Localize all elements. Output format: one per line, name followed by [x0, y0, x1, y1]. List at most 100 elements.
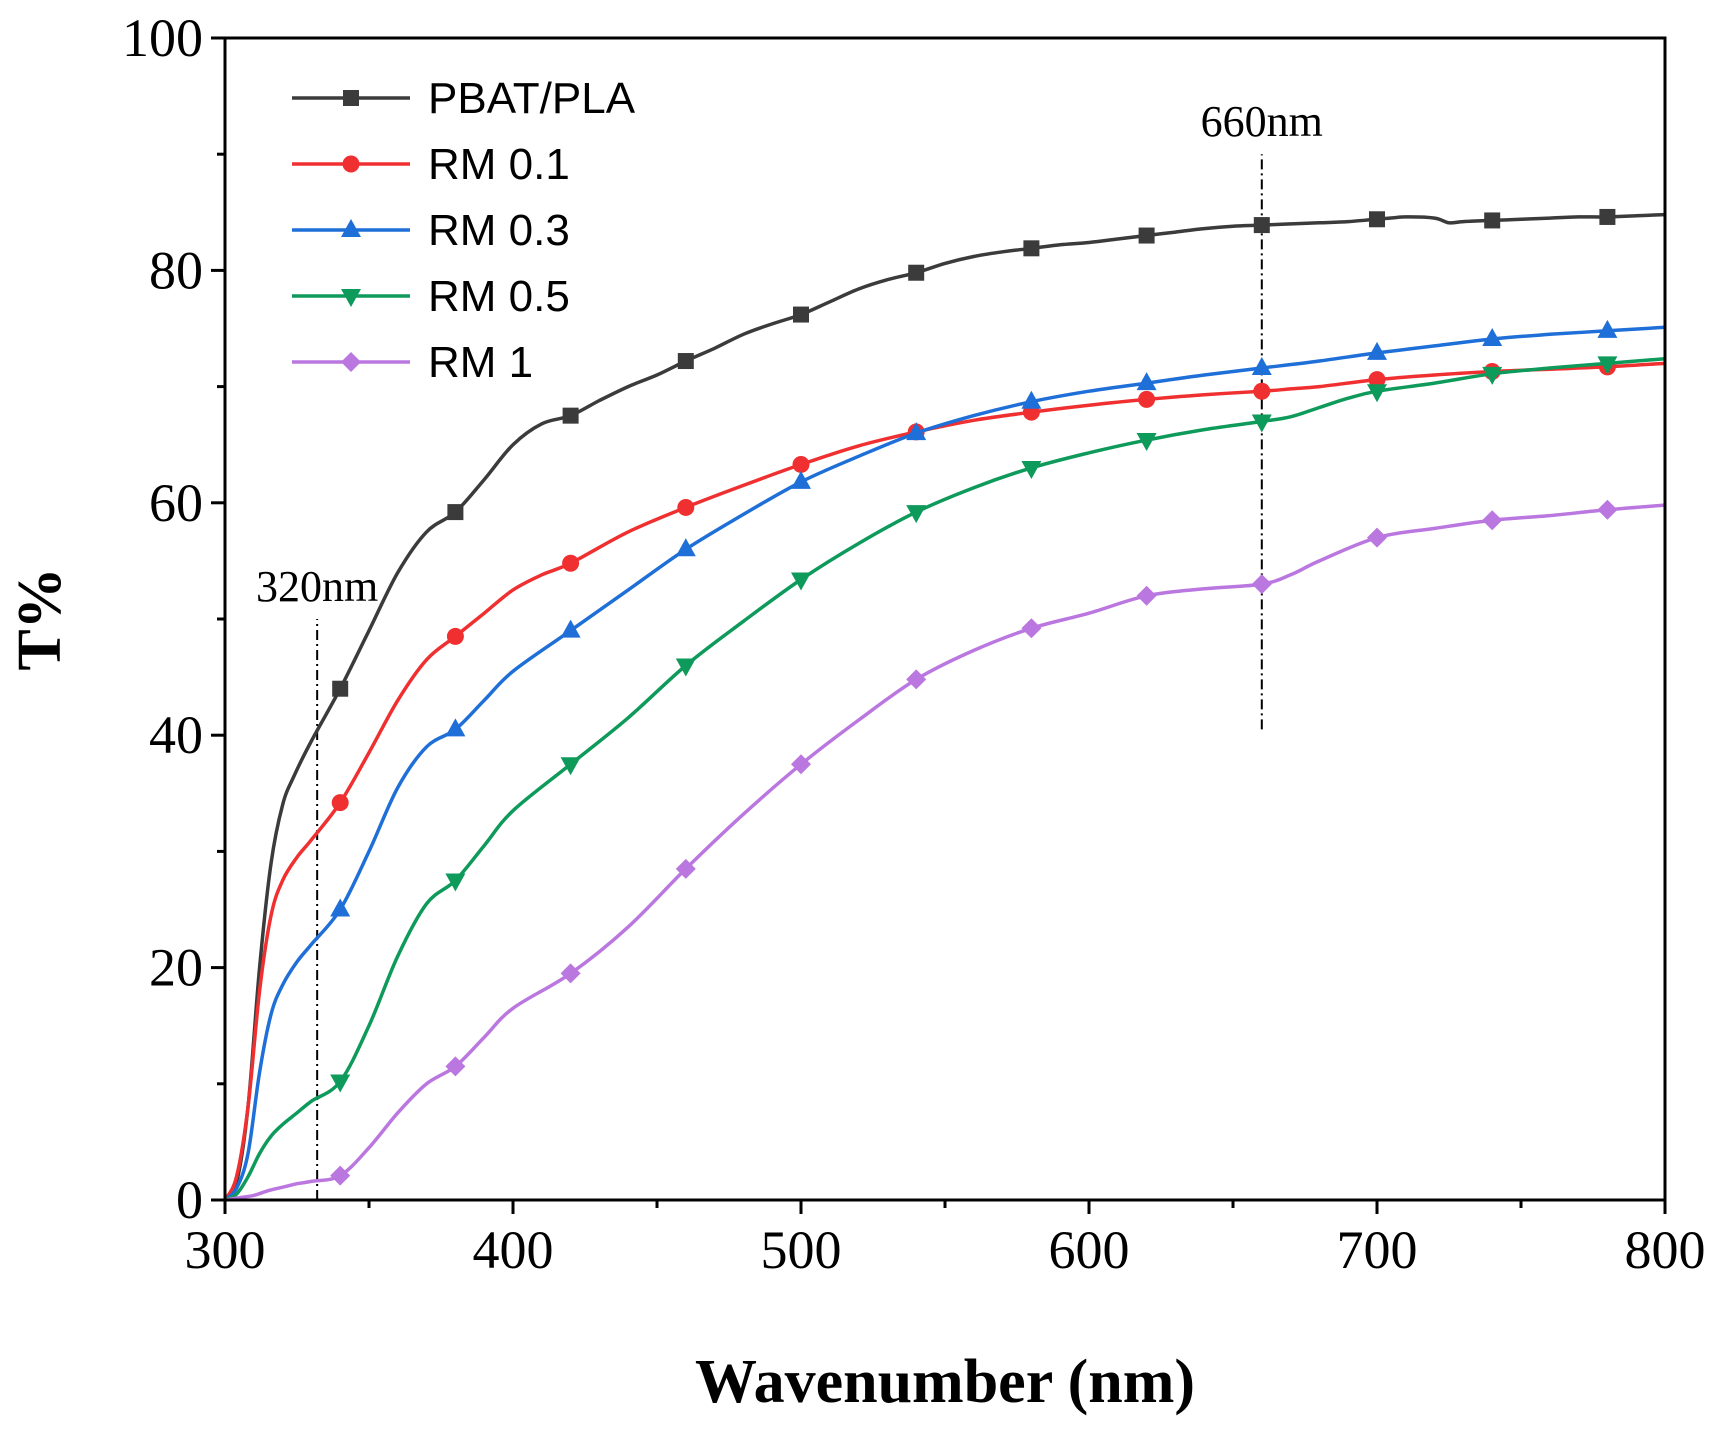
data-point-rm-0-3 [675, 538, 696, 557]
data-point-rm-1 [560, 963, 581, 984]
data-point-pbat-pla [677, 353, 694, 370]
legend-item-rm-1: RM 1 [292, 338, 533, 387]
legend-marker [341, 289, 361, 307]
data-point-pbat-pla [908, 264, 925, 281]
data-point-rm-0-5 [1482, 366, 1503, 385]
data-point-rm-1 [906, 669, 927, 690]
data-point-pbat-pla [1253, 217, 1270, 234]
data-point-rm-0-1 [1138, 390, 1156, 408]
data-point-rm-0-5 [906, 505, 927, 524]
y-tick-label: 60 [149, 473, 203, 533]
data-point-rm-0-5 [1136, 433, 1157, 452]
x-axis-title: Wavenumber (nm) [695, 1348, 1195, 1416]
data-point-rm-0-3 [906, 422, 927, 441]
annotation-label: 320nm [256, 562, 378, 611]
data-point-rm-0-5 [675, 658, 696, 677]
data-point-pbat-pla [793, 306, 809, 323]
data-point-pbat-pla [1369, 211, 1385, 228]
data-point-rm-0-1 [562, 554, 580, 572]
y-tick-label: 100 [122, 8, 203, 68]
data-point-rm-0-5 [791, 572, 811, 591]
y-tick-label: 20 [149, 938, 203, 998]
data-point-rm-0-1 [446, 627, 464, 645]
legend-label: RM 0.3 [428, 206, 570, 255]
data-point-rm-0-1 [1368, 371, 1386, 389]
data-point-rm-0-5 [1021, 460, 1042, 479]
axis-layer: 300 400 500 600 700 800 0 20 40 60 80 100 [122, 8, 1706, 1280]
series-rm-1 [224, 499, 1666, 1202]
data-point-rm-0-5 [560, 757, 581, 776]
data-point-rm-0-3 [445, 718, 466, 737]
data-point-rm-0-3 [1482, 327, 1503, 346]
x-tick-label: 700 [1337, 1220, 1418, 1280]
data-point-rm-0-5 [1597, 356, 1618, 375]
series-rm-0-5 [224, 356, 1666, 1202]
data-point-rm-1 [330, 1165, 351, 1186]
data-point-rm-1 [1482, 510, 1503, 531]
data-point-pbat-pla [1138, 227, 1155, 244]
data-point-rm-1 [445, 1056, 466, 1077]
legend-item-pbat-pla: PBAT/PLA [292, 74, 636, 123]
data-point-rm-0-3 [791, 470, 811, 489]
x-tick-label: 300 [185, 1220, 266, 1280]
data-point-rm-0-1 [677, 498, 695, 516]
legend-marker [341, 219, 361, 237]
annotation-layer: 320nm 660nm [256, 97, 1323, 1200]
legend-marker [342, 155, 360, 173]
data-point-rm-1 [1367, 527, 1387, 548]
legend-label: RM 0.5 [428, 272, 570, 321]
data-point-pbat-pla [447, 504, 464, 521]
data-point-rm-0-3 [1367, 341, 1387, 360]
data-point-rm-1 [675, 858, 696, 879]
data-point-rm-0-1 [331, 794, 349, 812]
annotation-label: 660nm [1201, 97, 1323, 146]
x-tick-label: 400 [473, 1220, 554, 1280]
data-point-rm-0-5 [1367, 384, 1387, 403]
data-point-rm-0-5 [330, 1074, 351, 1093]
series-line-rm-0-5 [224, 356, 1666, 1202]
legend: PBAT/PLA RM 0.1 RM 0.3 RM 0.5 RM 1 [292, 74, 636, 387]
series-line-rm-1 [224, 503, 1666, 1202]
y-axis-title: T% [6, 567, 74, 670]
legend-item-rm-0-3: RM 0.3 [292, 206, 570, 255]
data-point-pbat-pla [1484, 212, 1501, 229]
data-point-rm-0-3 [1251, 357, 1272, 376]
data-point-rm-1 [791, 754, 811, 775]
y-tick-label: 80 [149, 240, 203, 300]
data-point-rm-1 [1136, 585, 1157, 606]
series-line-rm-0-3 [223, 325, 1666, 1202]
legend-label: PBAT/PLA [428, 74, 636, 123]
data-point-pbat-pla [1599, 208, 1616, 225]
data-point-rm-0-3 [1136, 372, 1157, 391]
series-rm-0-3 [223, 319, 1666, 1202]
legend-item-rm-0-5: RM 0.5 [292, 272, 570, 321]
x-tick-label: 500 [761, 1220, 842, 1280]
series-layer [223, 208, 1666, 1202]
legend-item-rm-0-1: RM 0.1 [292, 140, 570, 189]
data-point-rm-0-3 [1597, 319, 1618, 338]
data-point-rm-1 [1597, 499, 1618, 520]
data-point-rm-0-3 [330, 898, 351, 917]
data-point-pbat-pla [1023, 240, 1040, 257]
legend-label: RM 0.1 [428, 140, 570, 189]
data-point-rm-0-3 [1021, 390, 1042, 409]
y-tick-label: 40 [149, 705, 203, 765]
x-tick-label: 600 [1049, 1220, 1130, 1280]
data-point-rm-0-1 [792, 455, 810, 473]
data-point-pbat-pla [332, 680, 349, 697]
series-pbat-pla [223, 208, 1666, 1202]
legend-marker [343, 90, 359, 106]
series-line-rm-0-1 [223, 361, 1666, 1201]
data-point-rm-1 [1251, 574, 1272, 595]
data-point-rm-0-5 [445, 873, 466, 892]
data-point-rm-0-3 [560, 619, 581, 638]
legend-label: RM 1 [428, 338, 533, 387]
data-point-rm-0-1 [1253, 382, 1271, 400]
x-tick-label: 800 [1625, 1220, 1706, 1280]
series-line-pbat-pla [223, 212, 1666, 1202]
data-point-pbat-pla [562, 407, 579, 424]
legend-marker [341, 352, 361, 372]
y-tick-label: 0 [176, 1170, 203, 1230]
data-point-rm-1 [1021, 618, 1042, 639]
